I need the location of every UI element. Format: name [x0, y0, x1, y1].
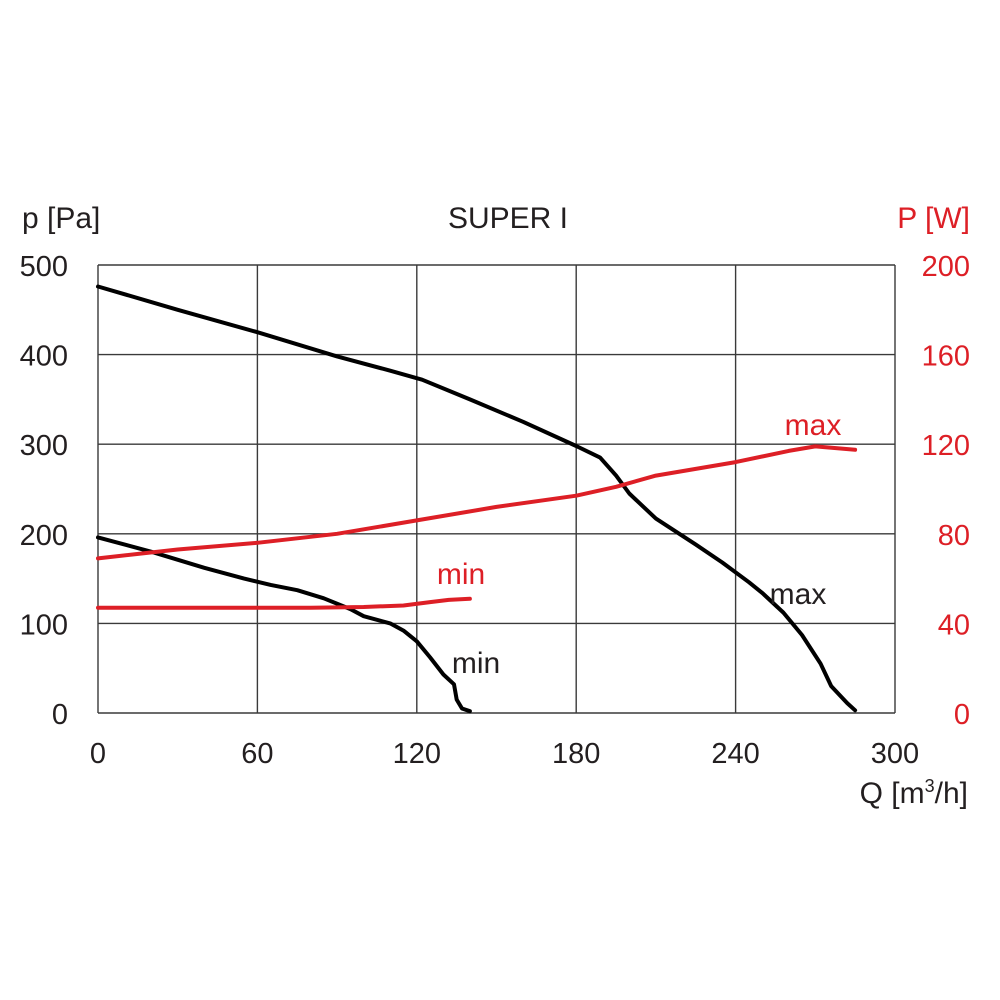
- grid: [97, 264, 896, 714]
- y2-tick-label-0: 0: [954, 699, 970, 731]
- x-axis-label-sup: 3: [925, 776, 935, 796]
- y-tick-label-0: 0: [52, 699, 68, 731]
- curves: [96, 284, 858, 714]
- chart-title: SUPER I: [448, 202, 568, 235]
- y2-tick-labels: 0 40 80 120 160 200: [922, 251, 970, 731]
- x-tick-label-1: 60: [241, 738, 273, 770]
- x-tick-label-2: 120: [393, 738, 441, 770]
- y-tick-label-3: 300: [20, 430, 68, 462]
- x-tick-label-3: 180: [552, 738, 600, 770]
- x-tick-labels: 0 60 120 180 240 300: [90, 738, 919, 770]
- x-axis-label-main: Q [m: [860, 777, 925, 810]
- y2-axis-label: P [W]: [897, 202, 970, 235]
- y-tick-labels: 0 100 200 300 400 500: [20, 251, 68, 731]
- x-tick-label-4: 240: [711, 738, 759, 770]
- y-tick-label-4: 400: [20, 341, 68, 373]
- y2-tick-label-3: 120: [922, 430, 970, 462]
- annotation-min-pressure: min: [452, 647, 500, 680]
- annotation-max-pressure: max: [770, 578, 827, 611]
- y-tick-label-1: 100: [20, 609, 68, 641]
- annotation-max-power: max: [785, 409, 842, 442]
- y-tick-label-2: 200: [20, 520, 68, 552]
- x-axis-label-tail: /h]: [935, 777, 968, 810]
- y2-tick-label-5: 200: [922, 251, 970, 283]
- x-tick-label-5: 300: [871, 738, 919, 770]
- y-tick-label-5: 500: [20, 251, 68, 283]
- y-axis-label: p [Pa]: [22, 202, 100, 235]
- x-axis-label: Q [m3/h]: [860, 776, 968, 810]
- curve-power-max: [96, 444, 858, 561]
- curve-power-min: [96, 596, 472, 610]
- y2-tick-label-4: 160: [922, 341, 970, 373]
- curve-pressure-max: [96, 284, 858, 713]
- curve-pressure-min: [96, 535, 472, 714]
- x-tick-label-0: 0: [90, 738, 106, 770]
- annotation-min-power: min: [437, 558, 485, 591]
- y2-tick-label-1: 40: [938, 609, 970, 641]
- y2-tick-label-2: 80: [938, 520, 970, 552]
